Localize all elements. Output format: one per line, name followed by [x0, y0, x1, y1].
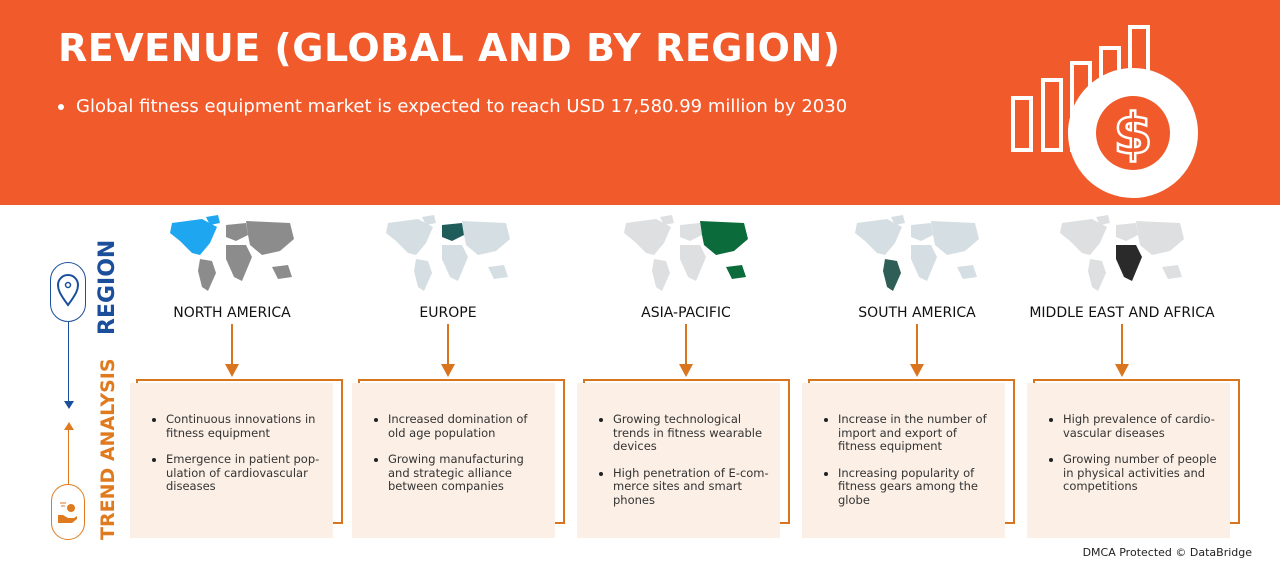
trend-box: High prevalence of cardio-vascular disea…: [1027, 383, 1230, 538]
region-map-2: [624, 215, 748, 291]
region-map-4: [1060, 215, 1184, 291]
continent-af: [1116, 245, 1142, 281]
region-map-0: [170, 215, 294, 291]
page-title: REVENUE (GLOBAL AND BY REGION): [58, 26, 841, 70]
continent-oc: [272, 265, 292, 279]
continent-oc: [957, 265, 977, 279]
arrow-down-icon: [441, 324, 455, 377]
trend-point: Increase in the number of import and exp…: [824, 412, 995, 454]
header-banner: REVENUE (GLOBAL AND BY REGION) Global fi…: [0, 0, 1280, 205]
continent-af: [911, 245, 937, 281]
subtitle: Global fitness equipment market is expec…: [58, 96, 847, 117]
continent-as: [931, 221, 979, 255]
continent-na: [386, 219, 433, 255]
continent-na: [855, 219, 902, 255]
trend-point: Continuous innovations in fitness equipm…: [152, 412, 323, 440]
trend-point: Growing number of people in physical act…: [1049, 452, 1220, 494]
continent-sa: [883, 259, 901, 291]
trend-point: Emergence in patient pop-ulation of card…: [152, 452, 323, 494]
region-map-1: [386, 215, 510, 291]
arrow-up-icon: [64, 422, 74, 430]
continent-af: [442, 245, 468, 281]
timeline-blue-line: [68, 322, 69, 402]
arrow-down-icon: [64, 401, 74, 409]
continent-na: [170, 219, 217, 255]
continent-af: [226, 245, 252, 281]
region-name: EUROPE: [419, 305, 477, 321]
hand-coin-icon: [58, 502, 77, 523]
continent-gl: [1096, 215, 1110, 225]
continent-eu: [442, 223, 464, 241]
arrow-down-icon: [910, 324, 924, 377]
region-map-3: [855, 215, 979, 291]
region-name: MIDDLE EAST AND AFRICA: [1029, 305, 1215, 321]
arrow-down-icon: [225, 324, 239, 377]
continent-na: [1060, 219, 1107, 255]
continent-oc: [1162, 265, 1182, 279]
trend-badge: [51, 484, 85, 540]
continent-oc: [488, 265, 508, 279]
revenue-growth-dollar-icon: $: [1011, 25, 1198, 198]
continent-sa: [198, 259, 216, 291]
continent-gl: [422, 215, 436, 225]
continent-as: [700, 221, 748, 255]
trend-box: Continuous innovations in fitness equipm…: [130, 383, 333, 538]
continent-gl: [660, 215, 674, 225]
continent-as: [246, 221, 294, 255]
trend-point: Growing technological trends in fitness …: [599, 412, 770, 454]
continent-na: [624, 219, 671, 255]
continent-eu: [680, 223, 702, 241]
continent-af: [680, 245, 706, 281]
continent-oc: [726, 265, 746, 279]
location-pin-icon: [56, 274, 80, 307]
continent-sa: [1088, 259, 1106, 291]
continent-as: [1136, 221, 1184, 255]
continent-eu: [226, 223, 248, 241]
continent-eu: [1116, 223, 1138, 241]
footer-credit: DMCA Protected © DataBridge: [1082, 546, 1252, 559]
region-label: REGION: [95, 239, 120, 335]
continent-sa: [652, 259, 670, 291]
continent-gl: [891, 215, 905, 225]
region-name: NORTH AMERICA: [173, 305, 291, 321]
trend-analysis-label: TREND ANALYSIS: [97, 358, 119, 540]
continent-sa: [414, 259, 432, 291]
arrow-down-icon: [679, 324, 693, 377]
trend-point: High penetration of E-com-merce sites an…: [599, 466, 770, 508]
trend-point: Increasing popularity of fitness gears a…: [824, 466, 995, 508]
region-pin-badge: [50, 262, 86, 322]
timeline-orange-line: [68, 430, 69, 484]
trend-box: Growing technological trends in fitness …: [577, 383, 780, 538]
trend-point: High prevalence of cardio-vascular disea…: [1049, 412, 1220, 440]
arrow-down-icon: [1115, 324, 1129, 377]
trend-box: Increased domination of old age populati…: [352, 383, 555, 538]
trend-point: Increased domination of old age populati…: [374, 412, 545, 440]
trend-point: Growing manufacturing and strategic alli…: [374, 452, 545, 494]
region-name: ASIA-PACIFIC: [641, 305, 731, 321]
continent-as: [462, 221, 510, 255]
continent-eu: [911, 223, 933, 241]
trend-box: Increase in the number of import and exp…: [802, 383, 1005, 538]
region-name: SOUTH AMERICA: [858, 305, 976, 321]
continent-gl: [206, 215, 220, 225]
svg-text:$: $: [1114, 102, 1153, 167]
